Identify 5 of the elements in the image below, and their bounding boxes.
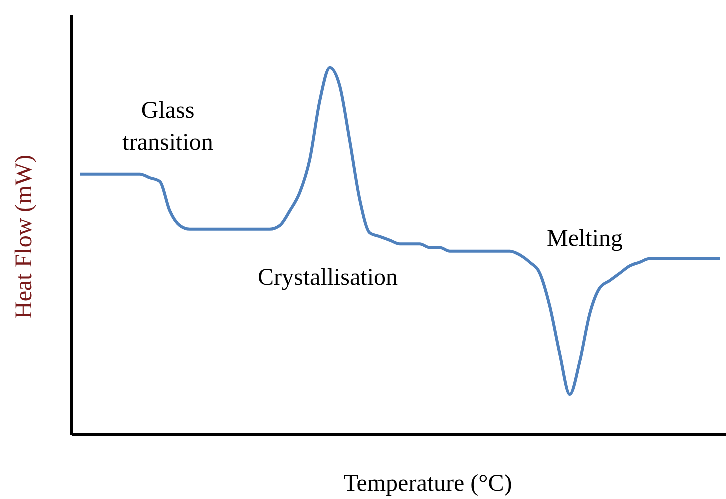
x-axis-title: Temperature (°C) — [344, 471, 512, 498]
annotation: Melting — [547, 225, 623, 254]
annotation: Glass transition — [122, 97, 214, 158]
y-axis-title: Heat Flow (mW) — [12, 155, 38, 319]
annotation: Crystallisation — [258, 264, 398, 293]
